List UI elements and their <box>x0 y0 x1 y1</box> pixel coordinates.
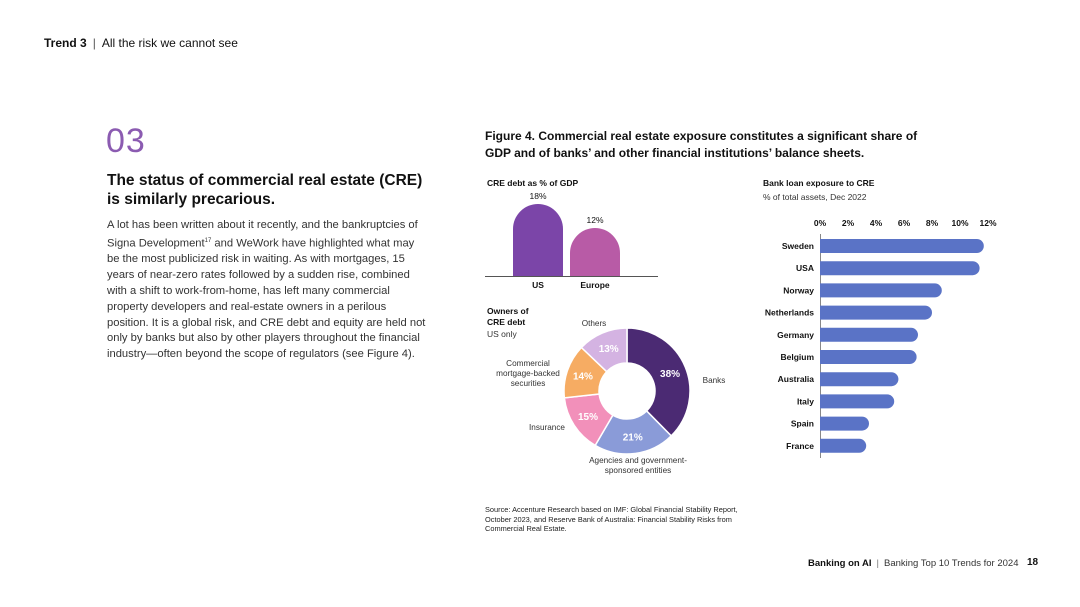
loan-tick-label: 6% <box>898 218 911 228</box>
footnote-ref: 17 <box>204 237 212 244</box>
gdp-value-label: 12% <box>586 215 603 225</box>
gdp-bar-us <box>513 204 563 276</box>
header-separator: | <box>92 36 96 50</box>
donut-value-label: 38% <box>660 369 680 380</box>
donut-category-label: Agencies and government-sponsored entiti… <box>589 456 687 475</box>
donut-slice <box>580 327 628 373</box>
loan-category-label: Germany <box>777 330 814 340</box>
loan-bar-norway <box>820 283 942 298</box>
gdp-bar-europe <box>570 228 620 276</box>
donut-category-label: Insurance <box>529 423 565 432</box>
loan-category-label: Spain <box>791 419 814 429</box>
loan-category-label: Italy <box>797 396 814 406</box>
footer-brand: Banking on AI <box>808 558 872 569</box>
donut-chart-title: Owners of CRE debt <box>487 306 529 327</box>
loan-tick-label: 2% <box>842 218 855 228</box>
page-number: 18 <box>1027 557 1039 568</box>
donut-value-label: 13% <box>599 344 619 355</box>
loan-category-label: France <box>786 441 814 451</box>
loan-category-label: Sweden <box>782 241 814 251</box>
loan-bar-germany <box>820 327 918 342</box>
gdp-value-label: 18% <box>529 191 546 201</box>
loan-tick-label: 10% <box>951 218 968 228</box>
loan-bar-spain <box>820 416 869 431</box>
owners-donut-chart: 38% Banks 21% Agencies and government-spons… <box>496 319 726 475</box>
footer-separator: | <box>876 558 879 569</box>
loan-bar-australia <box>820 372 899 387</box>
donut-value-label: 21% <box>623 433 643 444</box>
loan-tick-label: 0% <box>814 218 827 228</box>
loan-bar-netherlands <box>820 305 932 320</box>
loan-chart-title: Bank loan exposure to CRE <box>763 178 875 188</box>
donut-category-label: Commercial mortgage-backed securities <box>496 359 560 388</box>
loan-category-label: Belgium <box>780 352 814 362</box>
loan-bar-usa <box>820 261 980 276</box>
loan-category-label: Australia <box>778 374 815 384</box>
loan-tick-label: 12% <box>979 218 996 228</box>
donut-category-label: Banks <box>703 376 726 385</box>
body-text-part2: and WeWork have highlighted what may be … <box>107 237 426 361</box>
gdp-chart-title: CRE debt as % of GDP <box>487 178 579 188</box>
loan-tick-label: 8% <box>926 218 939 228</box>
gdp-category-label: US <box>532 280 544 290</box>
loan-bar-italy <box>820 394 895 409</box>
donut-category-label: Others <box>582 319 607 328</box>
donut-slice <box>626 327 691 437</box>
loan-chart-subtitle: % of total assets, Dec 2022 <box>763 192 867 202</box>
figure-title: Figure 4. Commercial real estate exposur… <box>485 129 918 160</box>
donut-value-label: 14% <box>573 372 593 383</box>
page-header: Trend 3 | All the risk we cannot see <box>44 36 238 50</box>
page-footer: Banking on AI | Banking Top 10 Trends for … <box>808 558 1019 569</box>
gdp-category-label: Europe <box>580 280 610 290</box>
loan-exposure-bar-chart: 0% 2% 4% 6% 8% 10% 12% Sweden USA Norway Netherlan… <box>765 218 997 458</box>
body-text-part1: A lot has been written about it recently… <box>107 219 418 250</box>
donut-value-label: 15% <box>578 412 598 423</box>
gdp-bar-chart: 18% US 12% Europe <box>485 191 658 290</box>
loan-category-label: USA <box>796 263 814 273</box>
section-title: The status of commercial real estate (CR… <box>107 172 423 208</box>
loan-category-label: Netherlands <box>765 308 814 318</box>
section-number: 03 <box>106 122 146 160</box>
trend-label: Trend 3 <box>44 36 87 50</box>
header-subtitle: All the risk we cannot see <box>101 36 238 50</box>
loan-bar-sweden <box>820 239 984 253</box>
loan-category-label: Norway <box>783 285 814 295</box>
figure-source: Source: Accenture Research based on IMF:… <box>485 505 738 534</box>
donut-chart-subtitle: US only <box>487 329 517 339</box>
body-paragraph: A lot has been written about it recently… <box>107 218 427 363</box>
loan-bar-france <box>820 438 867 453</box>
loan-bar-belgium <box>820 350 917 364</box>
footer-report: Banking Top 10 Trends for 2024 <box>883 558 1019 569</box>
loan-tick-label: 4% <box>870 218 883 228</box>
